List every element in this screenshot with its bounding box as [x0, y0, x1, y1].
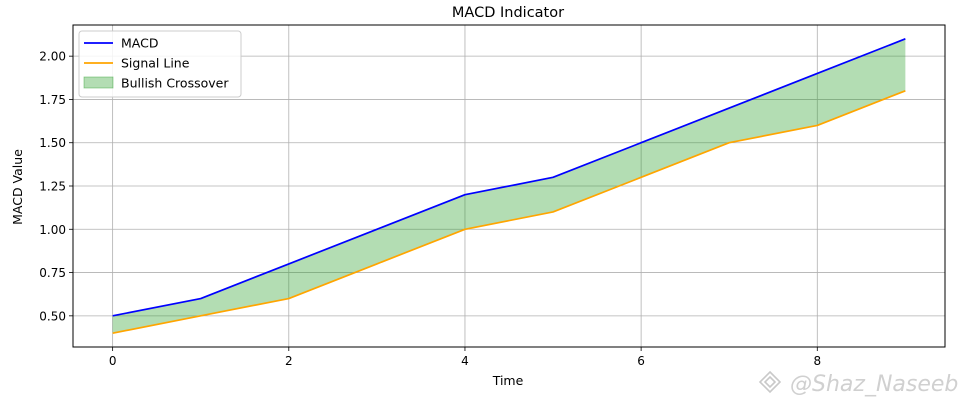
x-tick-label: 2: [285, 354, 293, 368]
y-tick-label: 1.25: [39, 180, 66, 194]
series-layer: [112, 38, 906, 334]
y-tick-label: 2.00: [39, 50, 66, 64]
x-tick-label: 8: [813, 354, 821, 368]
y-tick-label: 0.50: [39, 309, 66, 323]
x-tick-label: 4: [461, 354, 469, 368]
legend-label: Bullish Crossover: [121, 76, 229, 91]
signal-line-line: [112, 89, 906, 334]
legend-label: MACD: [121, 36, 158, 51]
y-tick-label: 1.75: [39, 93, 66, 107]
legend-swatch: [83, 76, 114, 89]
y-tick-label: 0.75: [39, 266, 66, 280]
y-tick-label: 1.00: [39, 223, 66, 237]
legend-box: [78, 30, 242, 98]
chart-title: MACD Indicator: [452, 5, 564, 21]
x-axis-label: Time: [492, 373, 524, 388]
x-tick-label: 6: [637, 354, 645, 368]
grid-layer: [73, 25, 945, 347]
x-tick-label: 0: [109, 354, 117, 368]
tick-layer: 0 2 4 6 8 0.50 0.75 1.00 1.25 1.50 1.75 2.00: [39, 50, 821, 368]
y-tick-label: 1.50: [39, 136, 66, 150]
diamond-logo-icon: [758, 370, 782, 394]
macd-line: [112, 38, 906, 317]
legend-label: Signal Line: [121, 56, 190, 71]
watermark: @Shaz_Naseeb: [758, 370, 958, 397]
watermark-text: @Shaz_Naseeb: [790, 372, 958, 397]
y-axis-label: MACD Value: [10, 149, 25, 225]
legend: MACD Signal Line Bullish Crossover: [78, 30, 242, 98]
